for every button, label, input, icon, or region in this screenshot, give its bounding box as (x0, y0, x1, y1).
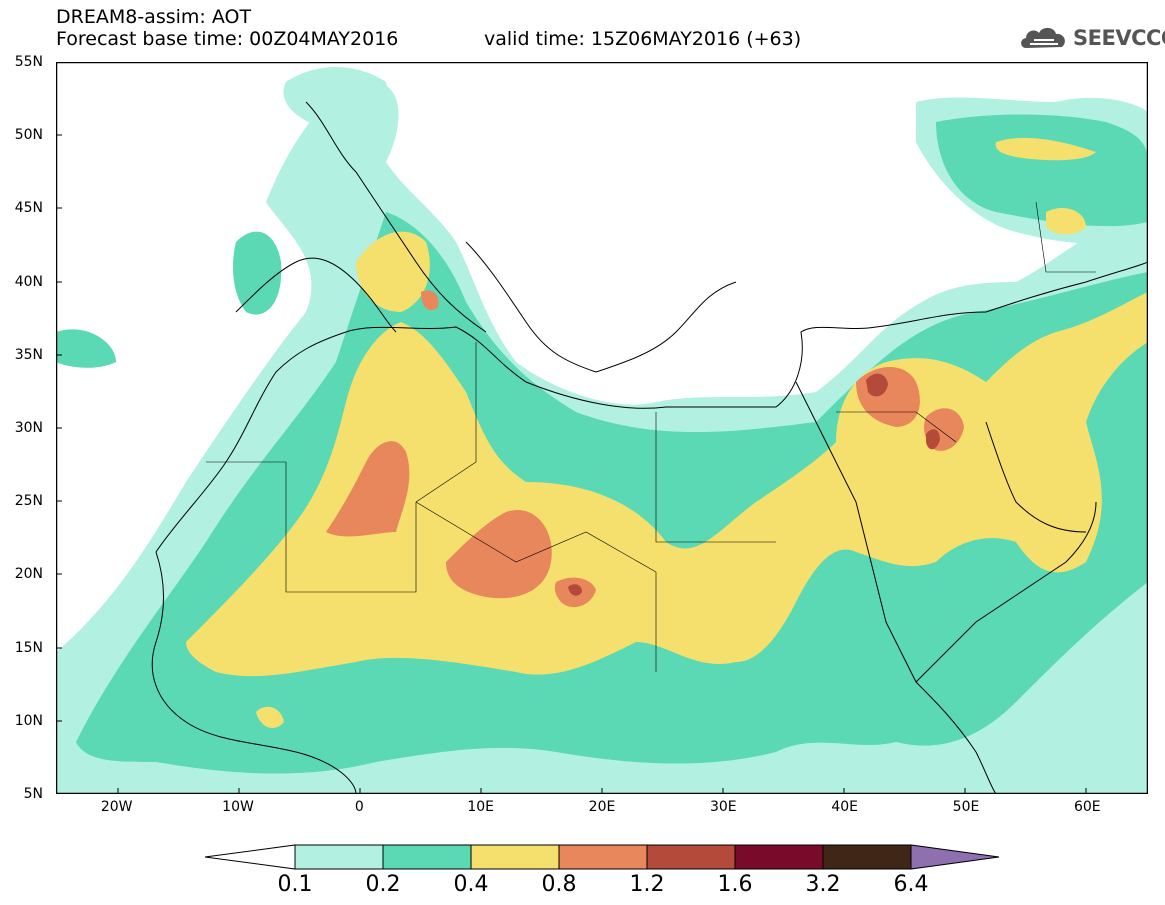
colorbar-label: 6.4 (893, 872, 929, 897)
aot-fields (56, 67, 1148, 794)
lon-tick-label: 10E (467, 799, 494, 815)
base-time-text: Forecast base time: 00Z04MAY2016 (56, 28, 399, 50)
cloud-logo-icon (1021, 27, 1065, 48)
colorbar-segment (558, 844, 648, 870)
lon-tick-label: 50E (952, 799, 980, 815)
lat-tick-label: 55N (14, 54, 43, 70)
colorbar-segment (470, 844, 560, 870)
colorbar (205, 844, 1000, 870)
colorbar-high-arrow (910, 844, 1000, 870)
chart-title: DREAM8-assim: AOT (56, 6, 252, 28)
colorbar-label: 0.1 (277, 872, 313, 897)
lon-tick-label: 20E (588, 799, 616, 815)
lon-tick-label: 0 (354, 799, 364, 815)
colorbar-label: 1.6 (717, 872, 753, 897)
coastlines (151, 101, 1148, 794)
colorbar-label: 0.4 (453, 872, 489, 897)
map-frame (56, 62, 1148, 794)
aot-map (56, 62, 1148, 794)
lat-tick-label: 35N (14, 346, 43, 363)
aot-band-1.2 (568, 373, 940, 596)
colorbar-segment (734, 844, 824, 870)
colorbar-segment (822, 844, 912, 870)
colorbar-low-arrow (205, 844, 296, 870)
lat-tick-label: 10N (14, 712, 43, 729)
lat-tick-label: 30N (14, 420, 43, 436)
colorbar-label: 0.8 (541, 872, 577, 897)
seevccc-logo: SEEVCCC (1018, 22, 1165, 54)
valid-time: valid time: 15Z06MAY2016 (+63) (484, 28, 802, 50)
colorbar-label: 1.2 (629, 872, 665, 897)
lon-tick-label: 10W (222, 799, 254, 815)
lon-tick-label: 30E (709, 799, 737, 815)
lat-tick-label: 20N (14, 566, 43, 583)
colorbar-label: 3.2 (805, 872, 841, 897)
lon-tick-label: 40E (831, 799, 858, 815)
lon-tick-label: 20W (100, 799, 133, 815)
lat-tick-label: 5N (23, 786, 43, 802)
lat-tick-label: 50N (14, 127, 43, 144)
lat-tick-label: 15N (14, 639, 43, 656)
lat-tick-label: 45N (14, 200, 43, 217)
lon-tick-label: 60E (1073, 799, 1101, 815)
logo-text: SEEVCCC (1073, 26, 1165, 50)
colorbar-label: 0.2 (365, 872, 401, 897)
borders (206, 201, 1096, 672)
colorbar-segment (294, 844, 384, 870)
lat-tick-label: 40N (14, 273, 43, 290)
forecast-base-time: Forecast base time: 00Z04MAY2016 valid ti… (56, 28, 801, 50)
colorbar-segment (646, 844, 736, 870)
lat-tick-label: 25N (14, 493, 43, 510)
colorbar-segment (382, 844, 472, 870)
